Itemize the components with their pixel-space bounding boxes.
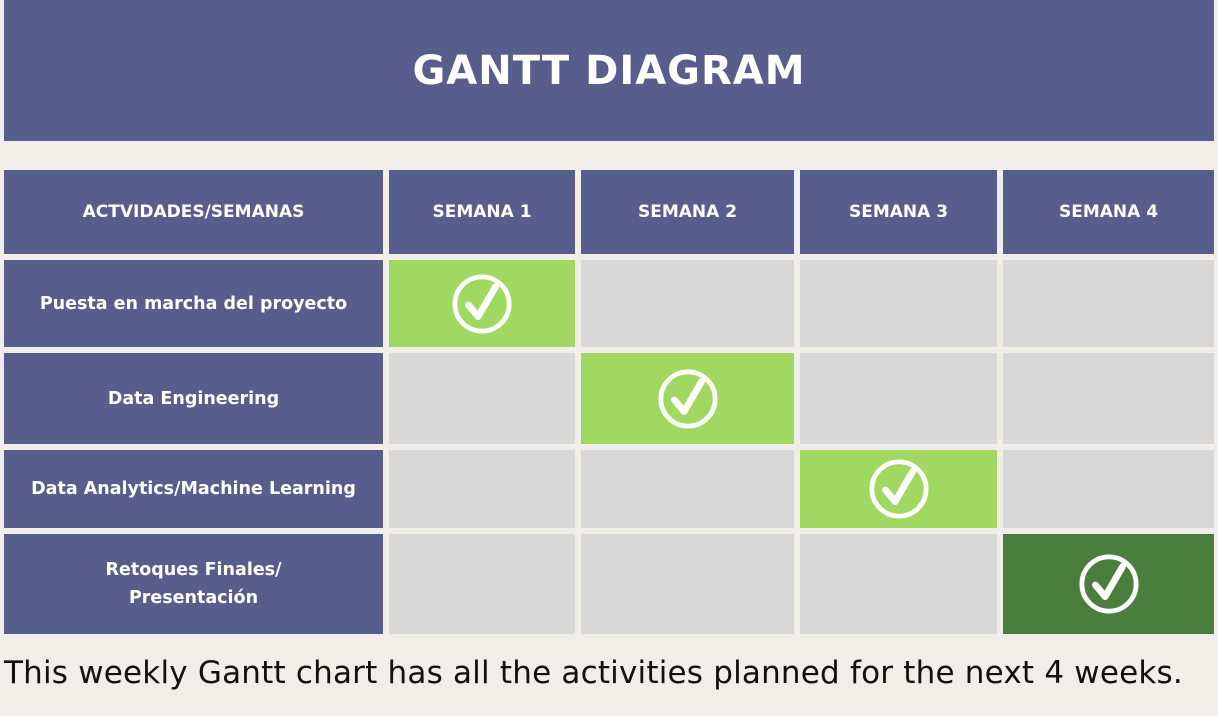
- task-cell-r1-w2: [581, 260, 794, 347]
- task-cell-r2-w2: [581, 353, 794, 444]
- task-cell-r2-w1: [389, 353, 575, 444]
- footer-caption: This weekly Gantt chart has all the acti…: [4, 655, 1183, 691]
- check-circle-icon: [868, 459, 929, 519]
- activity-row-1-label: Puesta en marcha del proyecto: [4, 260, 383, 347]
- header-week-2: SEMANA 2: [581, 170, 794, 254]
- activity-3-text: Data Analytics/Machine Learning: [31, 479, 356, 499]
- task-cell-r3-w2: [581, 450, 794, 528]
- page-title: GANTT DIAGRAM: [412, 47, 806, 94]
- task-cell-r4-w1: [389, 534, 575, 634]
- header-activities-label: ACTVIDADES/SEMANAS: [82, 202, 305, 222]
- header-week-3-label: SEMANA 3: [848, 202, 949, 222]
- task-cell-r2-w3: [800, 353, 997, 444]
- activity-row-3-label: Data Analytics/Machine Learning: [4, 450, 383, 528]
- header-week-1-label: SEMANA 1: [432, 202, 532, 222]
- task-cell-r4-w4: [1003, 534, 1214, 634]
- check-circle-icon: [1078, 554, 1139, 614]
- header-week-4: SEMANA 4: [1003, 170, 1214, 254]
- header-week-3: SEMANA 3: [800, 170, 997, 254]
- task-cell-r1-w3: [800, 260, 997, 347]
- activity-4-text-line1: Retoques Finales/: [105, 560, 282, 580]
- activity-row-4-label: Retoques Finales/ Presentación: [4, 534, 383, 634]
- task-cell-r3-w1: [389, 450, 575, 528]
- task-cell-r2-w4: [1003, 353, 1214, 444]
- task-cell-r1-w1: [389, 260, 575, 347]
- header-activities: ACTVIDADES/SEMANAS: [4, 170, 383, 254]
- check-circle-icon: [657, 368, 718, 429]
- activity-1-text: Puesta en marcha del proyecto: [39, 293, 348, 314]
- check-circle-icon: [452, 273, 512, 334]
- title-bar: GANTT DIAGRAM: [4, 0, 1214, 141]
- header-week-1: SEMANA 1: [389, 170, 575, 254]
- activity-row-2-label: Data Engineering: [4, 353, 383, 444]
- header-week-2-label: SEMANA 2: [637, 202, 738, 222]
- task-cell-r4-w2: [581, 534, 794, 634]
- task-cell-r3-w4: [1003, 450, 1214, 528]
- activity-2-text: Data Engineering: [107, 388, 280, 409]
- task-cell-r4-w3: [800, 534, 997, 634]
- activity-4-text-line2: Presentación: [128, 588, 259, 608]
- task-cell-r3-w3: [800, 450, 997, 528]
- task-cell-r1-w4: [1003, 260, 1214, 347]
- header-week-4-label: SEMANA 4: [1058, 202, 1159, 222]
